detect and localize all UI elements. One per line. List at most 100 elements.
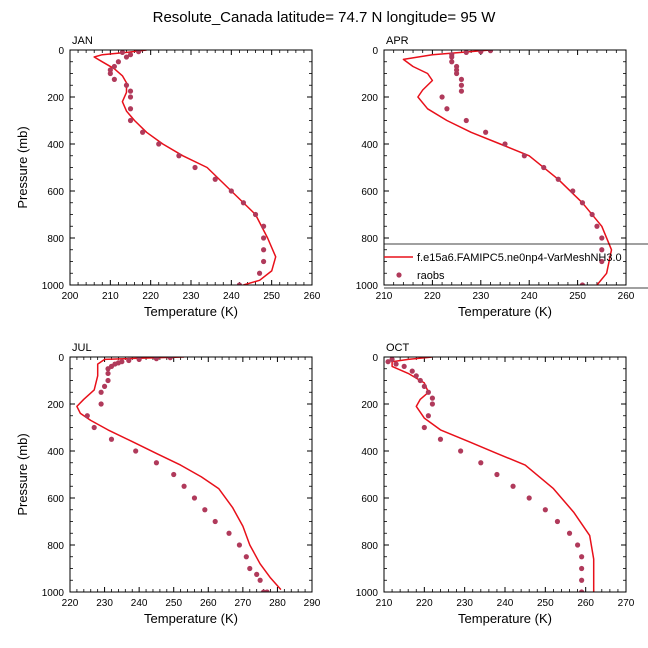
obs-point: [478, 460, 484, 466]
obs-point: [212, 176, 218, 182]
obs-point: [127, 94, 134, 100]
obs-point: [176, 153, 182, 159]
obs-point: [252, 211, 259, 218]
obs-point: [98, 401, 104, 407]
panel-title: JUL: [72, 342, 92, 354]
obs-point: [449, 59, 455, 65]
obs-point: [105, 366, 111, 372]
obs-point: [429, 395, 435, 401]
panel-jan: JAN 200 210 220 230 240 250 260 0 200 400 600 800 100…: [15, 35, 321, 319]
plot-frame: [383, 49, 627, 286]
obs-point: [140, 129, 146, 135]
y-tick-label: 800: [47, 541, 64, 552]
model-line: [391, 357, 595, 592]
obs-point: [579, 282, 586, 285]
x-tick-label: 240: [497, 598, 514, 609]
obs-point: [111, 76, 117, 82]
obs-point: [458, 76, 465, 82]
obs-point: [554, 518, 561, 525]
obs-point: [101, 383, 108, 389]
x-tick-label: 260: [618, 291, 635, 302]
obs-point: [589, 211, 595, 218]
x-tick-label: 240: [131, 598, 148, 609]
x-tick-label: 230: [456, 598, 473, 609]
x-axis-label: Temperature (K): [144, 611, 238, 626]
obs-point: [167, 357, 173, 361]
obs-point: [247, 565, 253, 572]
legend: f.e15a6.FAMIPC5.ne0np4-VarMeshNH3.0 raobs: [384, 243, 648, 289]
x-tick-label: 260: [200, 598, 217, 609]
y-tick-label: 0: [58, 353, 64, 364]
y-axis-label: Pressure (mb): [15, 126, 30, 208]
obs-point: [107, 70, 113, 77]
model-line: [402, 50, 613, 285]
ticks: 210 220 230 240 250 260 0 200 400 600 800 1000: [356, 46, 635, 302]
obs-point: [192, 164, 198, 171]
obs-point: [401, 363, 407, 369]
x-tick-label: 220: [416, 598, 433, 609]
obs-point: [127, 117, 134, 124]
obs-point: [84, 413, 90, 419]
obs-point: [444, 106, 450, 112]
obs-point: [463, 50, 469, 55]
plot-frame: [69, 49, 313, 286]
panel-apr: APR 210 220 230 240 250 260 0 200 400 600 800 1000 Te…: [356, 35, 635, 319]
obs-point: [202, 507, 208, 513]
obs-point: [425, 413, 431, 419]
legend-model-label: f.e15a6.FAMIPC5.ne0np4-VarMeshNH3.0: [417, 252, 622, 264]
plot-frame: [69, 356, 313, 593]
obs-point: [127, 52, 134, 58]
obs-point: [135, 50, 142, 55]
obs-point: [599, 258, 605, 265]
obs-point: [566, 530, 573, 536]
obs-point: [389, 357, 395, 362]
obs-series: [84, 357, 270, 592]
obs-point: [526, 495, 532, 501]
y-tick-label: 200: [47, 93, 64, 104]
x-tick-label: 240: [223, 291, 240, 302]
obs-point: [393, 361, 399, 367]
model-line: [76, 357, 282, 591]
x-tick-label: 210: [376, 291, 393, 302]
obs-point: [478, 50, 484, 55]
obs-point: [417, 377, 423, 384]
y-tick-label: 0: [372, 46, 378, 57]
obs-point: [439, 94, 445, 100]
y-axis-label: Pressure (mb): [15, 433, 30, 515]
obs-point: [510, 483, 516, 489]
ticks: 210 220 230 240 250 260 270 0 200 400 600 800 1000: [356, 353, 635, 609]
panel-oct: OCT 210 220 230 240 250 260 270 0 200 400 600 800 100…: [356, 342, 635, 626]
obs-point: [425, 389, 431, 395]
obs-point: [191, 495, 198, 501]
x-tick-label: 260: [304, 291, 321, 302]
legend-obs-swatch: [396, 272, 402, 278]
obs-point: [153, 460, 160, 466]
y-tick-label: 200: [361, 400, 378, 411]
obs-point: [579, 200, 586, 206]
y-tick-label: 1000: [356, 281, 379, 292]
y-tick-label: 800: [361, 234, 378, 245]
obs-point: [261, 258, 267, 265]
x-tick-label: 220: [62, 598, 79, 609]
obs-point: [458, 88, 465, 94]
y-tick-label: 200: [47, 400, 64, 411]
obs-point: [264, 589, 270, 592]
obs-point: [111, 63, 117, 70]
obs-point: [521, 153, 527, 159]
panel-title: APR: [386, 35, 409, 47]
obs-point: [127, 106, 134, 112]
obs-point: [257, 577, 263, 583]
obs-point: [243, 554, 249, 560]
obs-point: [105, 370, 111, 377]
y-tick-label: 1000: [356, 588, 379, 599]
obs-point: [256, 270, 263, 276]
obs-point: [133, 448, 139, 454]
y-tick-label: 400: [361, 140, 378, 151]
x-axis-label: Temperature (K): [458, 304, 552, 319]
obs-point: [437, 436, 444, 442]
y-tick-label: 600: [47, 494, 64, 505]
x-tick-label: 280: [269, 598, 286, 609]
obs-point: [579, 589, 585, 592]
obs-point: [421, 424, 427, 431]
